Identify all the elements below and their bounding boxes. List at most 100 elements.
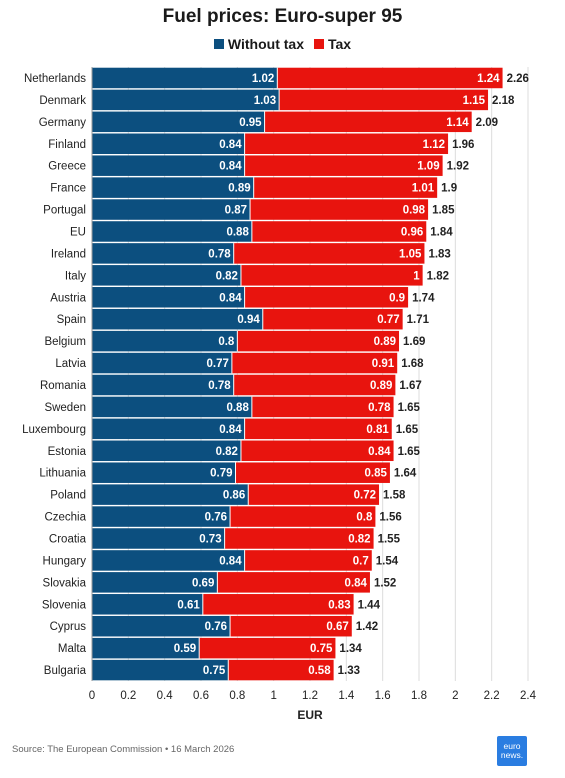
value-label-total: 1.34 [339, 643, 362, 655]
value-label-tax: 0.96 [401, 226, 423, 238]
value-label-without-tax: 0.84 [219, 292, 242, 304]
bar-tax [279, 89, 489, 111]
category-label: Austria [50, 292, 86, 304]
value-label-without-tax: 0.87 [225, 205, 247, 217]
category-label: Bulgaria [44, 665, 87, 677]
legend-label-tax: Tax [328, 36, 352, 52]
bar-tax [248, 484, 380, 505]
value-label-without-tax: 0.86 [223, 490, 245, 502]
bar-without-tax [92, 572, 218, 593]
category-label: Denmark [39, 95, 86, 107]
value-label-tax: 0.84 [368, 446, 391, 458]
bar-without-tax [92, 637, 200, 659]
bar-tax [230, 506, 376, 527]
value-label-tax: 0.78 [368, 402, 391, 414]
value-label-tax: 0.58 [308, 665, 331, 677]
value-label-total: 1.65 [398, 446, 421, 458]
value-label-without-tax: 0.78 [208, 248, 231, 260]
value-label-tax: 0.98 [403, 205, 426, 217]
bar-tax [240, 265, 423, 286]
bar-tax [240, 440, 394, 462]
value-label-tax: 0.82 [348, 533, 370, 545]
value-label-tax: 0.8 [356, 512, 373, 524]
category-label: Cyprus [50, 621, 87, 633]
bar-without-tax [92, 308, 263, 330]
bar-without-tax [92, 111, 265, 133]
category-label: Spain [57, 314, 86, 326]
bar-tax [235, 462, 390, 483]
value-label-total: 1.74 [412, 292, 435, 304]
value-label-without-tax: 0.82 [216, 270, 238, 282]
value-label-without-tax: 0.94 [237, 314, 260, 326]
value-label-without-tax: 0.77 [206, 358, 228, 370]
value-label-total: 1.71 [407, 314, 430, 326]
x-tick-label: 0.6 [193, 690, 209, 702]
legend-label-without-tax: Without tax [227, 36, 304, 52]
value-label-total: 1.9 [441, 183, 457, 195]
bar-without-tax [92, 484, 249, 505]
bar-tax [262, 308, 403, 330]
value-label-total: 1.69 [403, 336, 425, 348]
bar-tax [199, 637, 336, 659]
bar-tax [237, 330, 400, 352]
x-tick-label: 0 [89, 690, 95, 702]
bar-tax [250, 199, 429, 220]
value-label-total: 1.82 [427, 270, 449, 282]
chart-title: Fuel prices: Euro-super 95 [162, 6, 403, 27]
value-label-tax: 1 [413, 270, 420, 282]
bar-tax [230, 615, 352, 637]
category-label: Slovakia [43, 577, 87, 589]
category-label: Hungary [43, 555, 87, 567]
value-label-without-tax: 0.88 [226, 226, 249, 238]
value-label-without-tax: 0.75 [203, 665, 226, 677]
value-label-tax: 1.14 [446, 117, 469, 129]
bar-without-tax [92, 330, 238, 352]
bar-tax [244, 550, 372, 571]
bar-tax [233, 243, 425, 264]
category-label: Croatia [49, 533, 87, 545]
value-label-total: 1.56 [379, 512, 401, 524]
category-label: Lithuania [39, 468, 86, 480]
bar-tax [253, 177, 438, 198]
bar-without-tax [92, 287, 245, 308]
value-label-tax: 0.77 [377, 314, 399, 326]
value-label-without-tax: 0.73 [199, 533, 221, 545]
value-label-total: 1.58 [383, 490, 406, 502]
value-label-total: 1.55 [378, 533, 401, 545]
value-label-without-tax: 0.8 [218, 336, 235, 348]
bar-without-tax [92, 659, 229, 681]
value-label-tax: 0.81 [366, 424, 389, 436]
x-axis-label: EUR [297, 708, 323, 722]
x-tick-label: 1.4 [338, 690, 355, 702]
value-label-total: 2.18 [492, 95, 515, 107]
value-label-tax: 0.84 [345, 577, 368, 589]
source-note: Source: The European Commission • 16 Mar… [12, 744, 235, 755]
bar-tax [224, 528, 374, 549]
value-label-without-tax: 0.84 [219, 161, 242, 173]
bar-without-tax [92, 396, 252, 418]
value-label-total: 1.67 [399, 380, 421, 392]
bar-without-tax [92, 594, 203, 615]
category-label: Estonia [48, 446, 87, 458]
bar-without-tax [92, 89, 280, 111]
x-tick-label: 0.2 [120, 690, 136, 702]
category-label: Slovenia [42, 599, 87, 611]
x-tick-label: 1 [270, 690, 276, 702]
category-label: EU [70, 226, 86, 238]
value-label-tax: 1.24 [477, 73, 500, 85]
bar-tax [244, 155, 443, 176]
value-label-total: 2.09 [476, 117, 498, 129]
category-label: Portugal [43, 205, 86, 217]
value-label-without-tax: 1.03 [254, 95, 276, 107]
category-label: Sweden [44, 402, 86, 414]
value-label-total: 1.92 [447, 161, 469, 173]
logo-line-2: news. [500, 750, 524, 760]
x-tick-label: 2.2 [484, 690, 500, 702]
bar-tax [217, 572, 370, 593]
value-label-without-tax: 0.88 [226, 402, 249, 414]
value-label-tax: 1.15 [463, 95, 486, 107]
x-tick-label: 1.2 [302, 690, 318, 702]
logo-line-1: euro [503, 741, 521, 751]
value-label-tax: 0.91 [372, 358, 395, 370]
legend-item-without-tax: Without tax [213, 36, 304, 52]
